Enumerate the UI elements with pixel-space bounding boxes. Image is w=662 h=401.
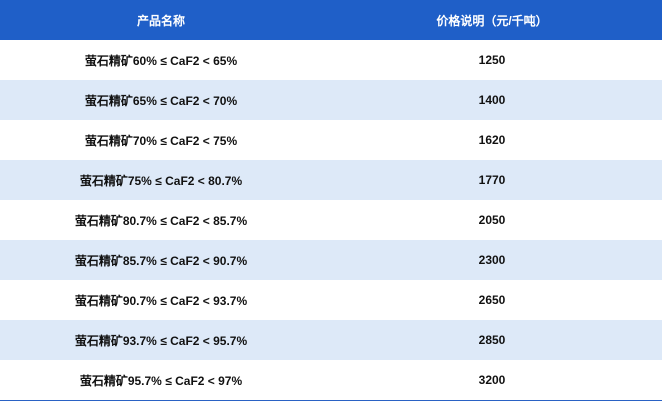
- price-cell: 1770: [322, 160, 662, 200]
- price-cell: 2300: [322, 240, 662, 280]
- price-cell: 2050: [478, 213, 506, 227]
- product-cell: 萤石精矿75% ≤ CaF2 < 80.7%: [0, 160, 322, 200]
- header-cell: 价格说明（元/千吨）: [322, 0, 662, 40]
- header-row: 产品名称 价格说明（元/千吨）: [0, 0, 662, 40]
- price-cell: 1400: [322, 80, 662, 120]
- price-cell: 3200: [478, 373, 506, 387]
- table-body: 萤石精矿60% ≤ CaF2 < 65% 1250 萤石精矿65% ≤ CaF2 <…: [0, 40, 662, 401]
- table-row: 萤石精矿93.7% ≤ CaF2 < 95.7% 2850: [0, 320, 662, 360]
- price-cell: 2850: [322, 320, 662, 360]
- price-cell: 2650: [478, 293, 506, 307]
- price-cell: 1620: [478, 133, 506, 147]
- table-row: 萤石精矿70% ≤ CaF2 < 75% 1620: [0, 120, 662, 160]
- table-row: 萤石精矿85.7% ≤ CaF2 < 90.7% 2300: [0, 240, 662, 280]
- table-row: 萤石精矿90.7% ≤ CaF2 < 93.7% 2650: [0, 280, 662, 320]
- header-cell: 产品名称: [0, 0, 322, 40]
- product-cell: 萤石精矿65% ≤ CaF2 < 70%: [0, 80, 322, 120]
- price-cell: 1250: [478, 53, 506, 67]
- table-row: 萤石精矿95.7% ≤ CaF2 < 97% 3200: [0, 360, 662, 401]
- product-cell: 萤石精矿60% ≤ CaF2 < 65%: [84, 53, 238, 68]
- product-cell: 萤石精矿93.7% ≤ CaF2 < 95.7%: [0, 320, 322, 360]
- product-cell: 萤石精矿90.7% ≤ CaF2 < 93.7%: [74, 293, 248, 308]
- table-row: 萤石精矿65% ≤ CaF2 < 70% 1400: [0, 80, 662, 120]
- table-row: 萤石精矿80.7% ≤ CaF2 < 85.7% 2050: [0, 200, 662, 240]
- product-cell: 萤石精矿85.7% ≤ CaF2 < 90.7%: [0, 240, 322, 280]
- table-row: 萤石精矿75% ≤ CaF2 < 80.7% 1770: [0, 160, 662, 200]
- table-row: 萤石精矿60% ≤ CaF2 < 65% 1250: [0, 40, 662, 80]
- product-cell: 萤石精矿95.7% ≤ CaF2 < 97%: [79, 373, 243, 388]
- product-cell: 萤石精矿70% ≤ CaF2 < 75%: [84, 133, 238, 148]
- product-cell: 萤石精矿80.7% ≤ CaF2 < 85.7%: [74, 213, 248, 228]
